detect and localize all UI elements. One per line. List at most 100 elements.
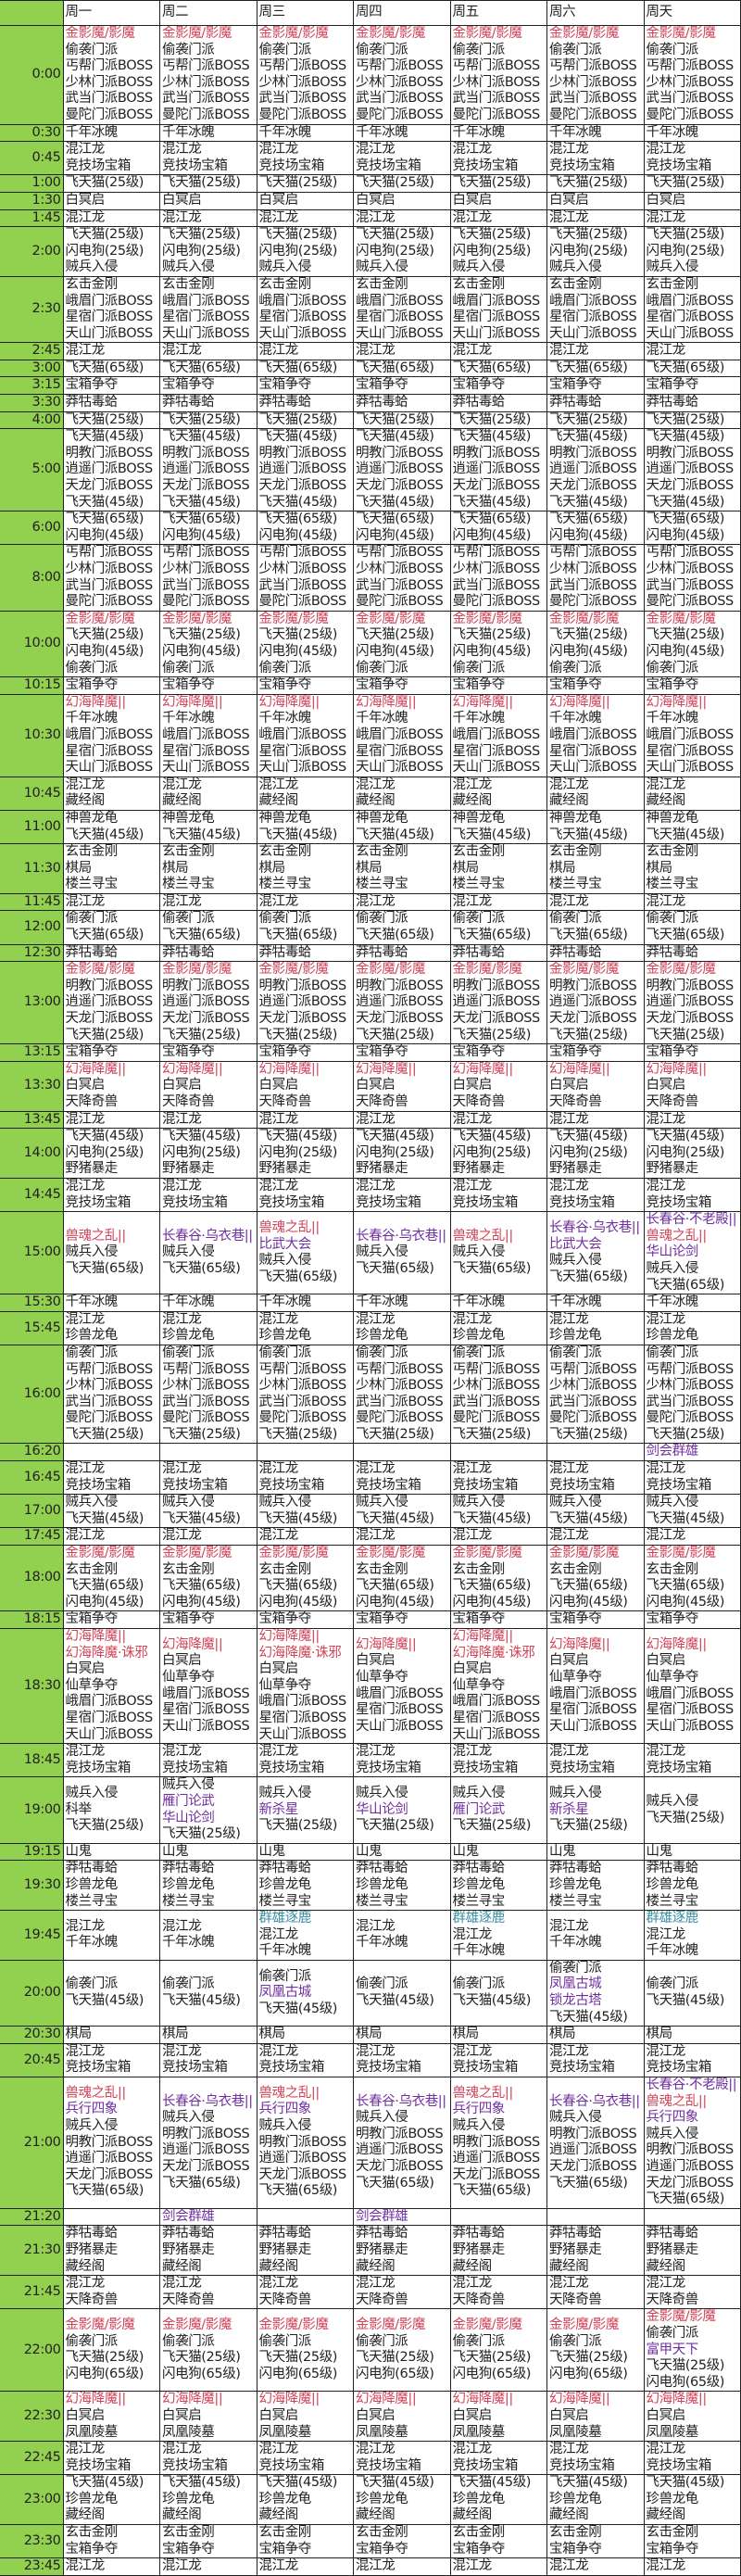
activity-item: 偷袭门派 xyxy=(356,911,408,927)
schedule-cell: 金影魔/影魔 偷袭门派 飞天猫(25级) 闪电狗(65级) xyxy=(256,2308,354,2393)
activity-item: 金影魔/影魔 xyxy=(452,611,522,626)
time-slot-row: 19:00 贼兵入侵 科举 飞天猫(25级) 贼兵入侵 雁门论武 华山论剑 飞天猫(25级) 贼… xyxy=(0,1776,741,1844)
activity-item: 野猪暴走 xyxy=(258,1161,312,1177)
activity-item: 飞天猫(45级) xyxy=(162,494,241,510)
activity-item: 闪电狗(65级) xyxy=(258,2366,338,2381)
schedule-cell: 飞天猫(65级) xyxy=(256,359,354,378)
schedule-cell: 混江龙 xyxy=(449,892,547,912)
schedule-cell: 丐帮门派BOSS 少林门派BOSS 武当门派BOSS 曼陀门派BOSS xyxy=(256,544,354,612)
activity-item: 飞天猫(45级) xyxy=(162,1510,241,1526)
activity-item: 藏经阁 xyxy=(646,2507,686,2523)
schedule-cell: 混江龙 天降奇兽 xyxy=(449,2275,547,2310)
activity-item: 逍遥门派BOSS xyxy=(452,994,541,1010)
activity-item: 玄击金刚 xyxy=(258,276,312,292)
schedule-cell: 长春谷·不老殿|| 兽魂之乱|| 华山论剑 贼兵入侵 飞天猫(65级) xyxy=(643,1211,741,1295)
activity-item: 逍遥门派BOSS xyxy=(646,461,735,477)
schedule-cell: 金影魔/影魔 偷袭门派 飞天猫(25级) 闪电狗(65级) xyxy=(449,2308,547,2393)
activity-item: 千年冰魄 xyxy=(549,711,602,726)
activity-item: 闪电狗(65级) xyxy=(162,2366,241,2381)
activity-item: 混江龙 xyxy=(162,1178,202,1193)
activity-item: 竞技场宝箱 xyxy=(356,2457,421,2473)
schedule-cell: 宝箱争夺 xyxy=(256,1610,354,1629)
activity-item: 白冥启 xyxy=(65,1078,106,1093)
time-slot-row: 23:30 玄击金刚 宝箱争夺 玄击金刚 宝箱争夺 玄击金刚 宝箱争夺 玄击金刚 宝箱争夺 玄击金… xyxy=(0,2524,741,2559)
activity-item: 混江龙 xyxy=(258,2558,299,2574)
activity-item: 千年冰魄 xyxy=(549,124,602,140)
schedule-cell: 飞天猫(25级) 闪电狗(25级) 贼兵入侵 xyxy=(449,226,547,277)
activity-item: 玄击金刚 xyxy=(452,844,506,860)
activity-item: 丐帮门派BOSS xyxy=(65,545,154,561)
time-slot-row: 13:30 幻海降魔|| 白冥启 天降奇兽 幻海降魔|| 白冥启 天降奇兽 幻海降魔|| 白冥启… xyxy=(0,1060,741,1112)
activity-item: 偷袭门派 xyxy=(162,42,215,57)
activity-item: 宝箱争夺 xyxy=(162,2541,215,2557)
activity-item: 幻海降魔|| xyxy=(549,1636,610,1652)
activity-item: 贼兵入侵 xyxy=(452,259,506,275)
schedule-cell: 兽魂之乱|| 兵行四象 贼兵入侵 明教门派BOSS 逍遥门派BOSS 天龙门派BOSS 飞天… xyxy=(62,2077,160,2209)
activity-item: 兽魂之乱|| xyxy=(452,2085,514,2101)
activity-item: 偷袭门派 xyxy=(452,1976,506,1992)
activity-item: 混江龙 xyxy=(646,1111,686,1127)
activity-item: 混江龙 xyxy=(452,1178,493,1193)
activity-item: 混江龙 xyxy=(646,1528,686,1544)
activity-item: 闪电狗(45级) xyxy=(646,643,725,659)
activity-item: 兽魂之乱|| xyxy=(646,1228,708,1244)
schedule-cell: 莽牯毒蛤 野猪暴走 藏经阁 xyxy=(449,2225,547,2277)
activity-item: 藏经阁 xyxy=(646,793,686,809)
activity-item: 偷袭门派 xyxy=(549,1960,602,1976)
activity-item: 飞天猫(25级) xyxy=(549,2350,628,2366)
activity-item: 逍遥门派BOSS xyxy=(452,2151,541,2166)
schedule-cell: 偷袭门派 凤凰古城 锁龙古塔 飞天猫(45级) xyxy=(546,1959,645,2027)
schedule-cell: 剑会群雄 xyxy=(159,2207,257,2227)
activity-item: 莽牯毒蛤 xyxy=(162,2226,215,2241)
time-label: 12:00 xyxy=(0,910,64,945)
schedule-cell: 混江龙 xyxy=(546,1110,645,1130)
schedule-cell: 宝箱争夺 xyxy=(546,1610,645,1629)
schedule-cell: 莽牯毒蛤 xyxy=(256,943,354,963)
activity-item: 星宿门派BOSS xyxy=(646,743,735,759)
activity-item: 珍兽龙龟 xyxy=(162,1328,215,1344)
schedule-cell: 混江龙 竞技场宝箱 xyxy=(256,2441,354,2476)
activity-item: 雁门论武 xyxy=(452,1801,506,1817)
activity-item: 飞天猫(25级) xyxy=(549,1426,628,1442)
activity-item: 飞天猫(65级) xyxy=(646,511,725,527)
day-header: 周四 xyxy=(353,0,451,26)
activity-item: 千年冰魄 xyxy=(65,711,119,726)
schedule-cell: 玄击金刚 宝箱争夺 xyxy=(546,2524,645,2559)
activity-item: 混江龙 xyxy=(646,209,686,225)
activity-item: 幻海降魔|| xyxy=(162,1636,223,1652)
activity-item: 莽牯毒蛤 xyxy=(258,2226,312,2241)
schedule-cell: 宝箱争夺 xyxy=(353,376,451,396)
activity-item: 天山门派BOSS xyxy=(65,1726,154,1742)
schedule-cell: 剑会群雄 xyxy=(353,2207,451,2227)
schedule-cell: 莽牯毒蛤 xyxy=(546,394,645,412)
activity-item: 飞天猫(45级) xyxy=(549,494,628,510)
time-slot-row: 13:00 金影魔/影魔 明教门派BOSS 逍遥门派BOSS 天龙门派BOSS 飞天猫(2… xyxy=(0,961,741,1045)
schedule-cell: 宝箱争夺 xyxy=(256,1043,354,1062)
activity-item: 混江龙 xyxy=(65,2276,106,2292)
activity-item: 峨眉门派BOSS xyxy=(452,293,541,309)
activity-item: 闪电狗(25级) xyxy=(646,1144,725,1160)
activity-item: 天山门派BOSS xyxy=(65,760,154,776)
activity-item: 武当门派BOSS xyxy=(258,91,347,107)
activity-item: 偷袭门派 xyxy=(65,1976,119,1992)
activity-item: 金影魔/影魔 xyxy=(162,962,232,978)
schedule-cell: 混江龙 藏经阁 xyxy=(449,776,547,811)
time-label: 15:45 xyxy=(0,1310,64,1345)
time-label: 23:30 xyxy=(0,2524,64,2559)
activity-item: 曼陀门派BOSS xyxy=(65,594,154,610)
schedule-cell: 莽牯毒蛤 野猪暴走 藏经阁 xyxy=(159,2225,257,2277)
schedule-cell xyxy=(159,1443,257,1462)
schedule-cell: 玄击金刚 峨眉门派BOSS 星宿门派BOSS 天山门派BOSS xyxy=(353,275,451,344)
activity-item: 玄击金刚 xyxy=(549,844,602,860)
activity-item: 混江龙 xyxy=(258,2043,299,2059)
activity-item: 峨眉门派BOSS xyxy=(258,293,347,309)
schedule-cell: 混江龙 xyxy=(62,208,160,228)
schedule-cell: 莽牯毒蛤 珍兽龙龟 楼兰寻宝 xyxy=(449,1860,547,1912)
activity-item: 混江龙 xyxy=(549,1178,589,1193)
activity-item: 宝箱争夺 xyxy=(65,2541,119,2557)
activity-item: 神兽龙龟 xyxy=(162,810,215,826)
activity-item: 珍兽龙龟 xyxy=(65,1328,119,1344)
activity-item: 飞天猫(45级) xyxy=(549,827,628,842)
schedule-cell: 长春谷·乌衣巷|| 贼兵入侵 明教门派BOSS 逍遥门派BOSS 天龙门派BOSS 飞天猫… xyxy=(546,2077,645,2209)
schedule-cell: 混江龙 竞技场宝箱 xyxy=(643,1743,741,1778)
